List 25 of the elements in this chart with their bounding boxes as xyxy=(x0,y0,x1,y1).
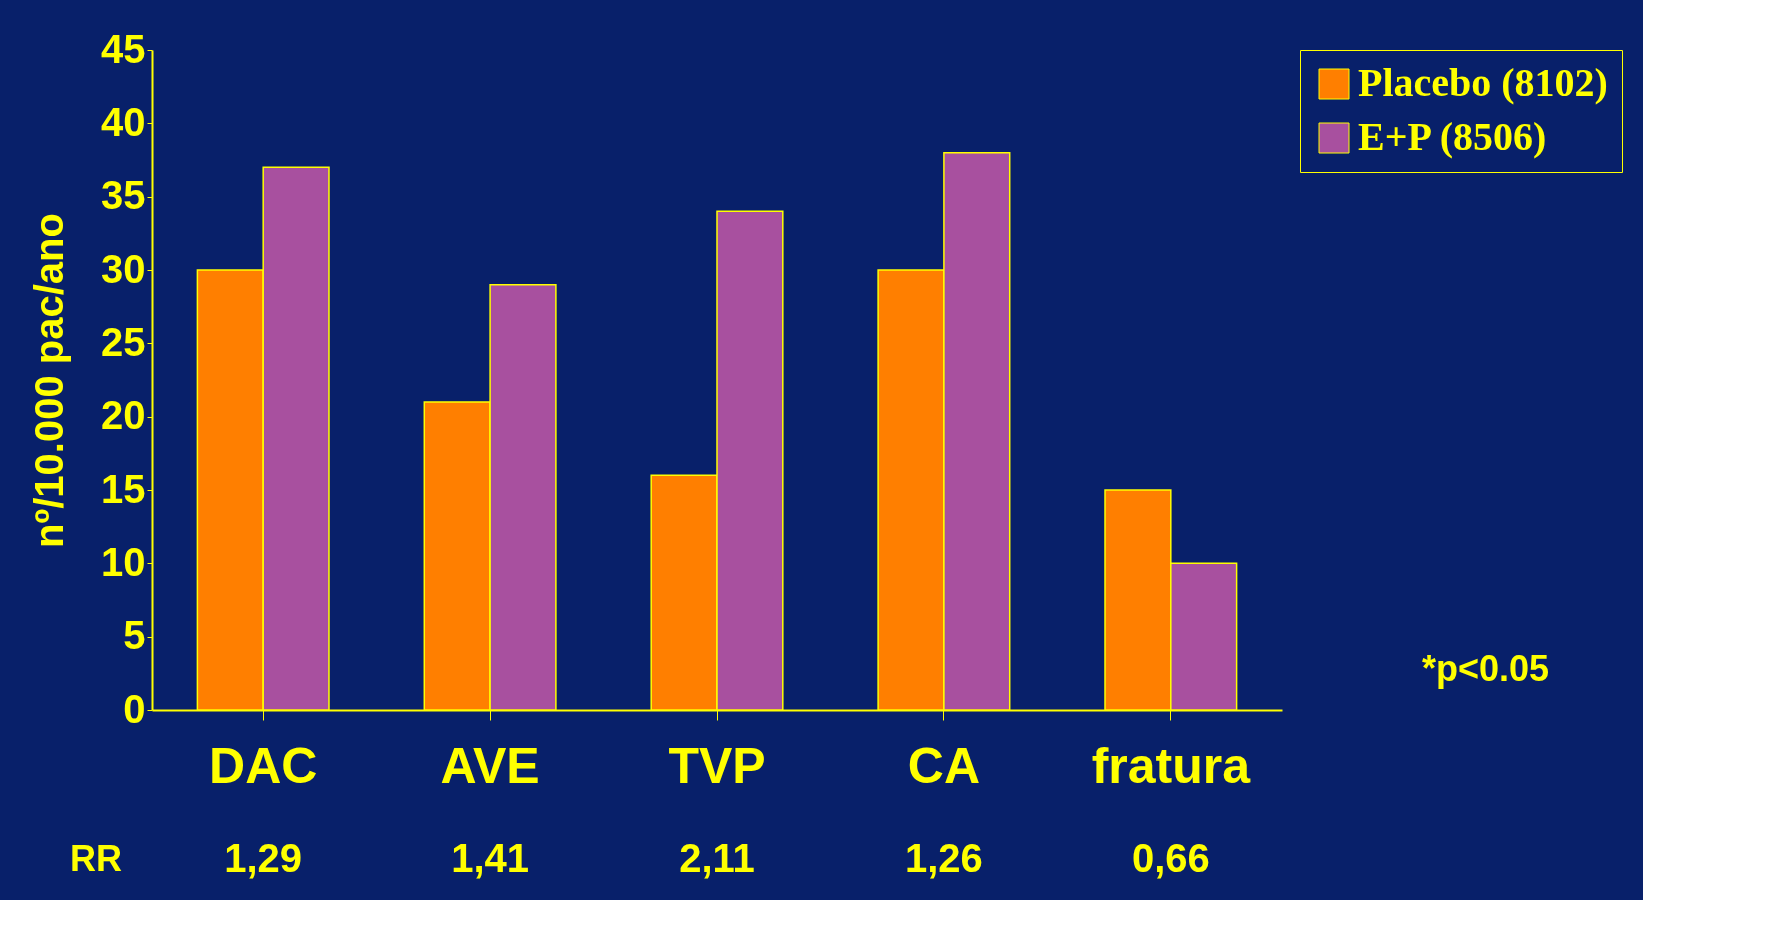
text: 1,29 xyxy=(224,836,303,880)
text: 1,41 xyxy=(451,836,530,880)
text: RR xyxy=(70,838,122,879)
x-tick-label: TVP xyxy=(668,737,766,794)
y-tick-label: 10 xyxy=(101,539,146,584)
y-tick-label: 45 xyxy=(101,26,146,71)
x-tick-label: AVE xyxy=(440,737,540,794)
y-tick-label: 25 xyxy=(101,319,146,364)
legend-label: Placebo (8102) xyxy=(1358,60,1608,105)
x-tick-label: DAC xyxy=(209,737,318,794)
text: *p<0.05 xyxy=(1422,648,1550,689)
text: 2,11 xyxy=(679,836,755,880)
y-tick-label: 0 xyxy=(123,686,146,731)
text: 0,66 xyxy=(1131,836,1210,880)
legend-label: E+P (8506) xyxy=(1358,114,1547,159)
x-tick-label: CA xyxy=(907,737,981,794)
y-tick-label: 15 xyxy=(101,466,146,511)
text: 1,26 xyxy=(904,836,983,880)
y-tick-label: 20 xyxy=(101,393,146,438)
y-tick-label: 40 xyxy=(101,99,146,144)
y-axis-title: nº/10.000 pac/ano xyxy=(27,213,72,548)
y-tick-label: 5 xyxy=(123,613,146,658)
y-tick-label: 30 xyxy=(101,246,146,291)
x-tick-label: fratura xyxy=(1091,737,1252,794)
y-tick-label: 35 xyxy=(101,173,146,218)
